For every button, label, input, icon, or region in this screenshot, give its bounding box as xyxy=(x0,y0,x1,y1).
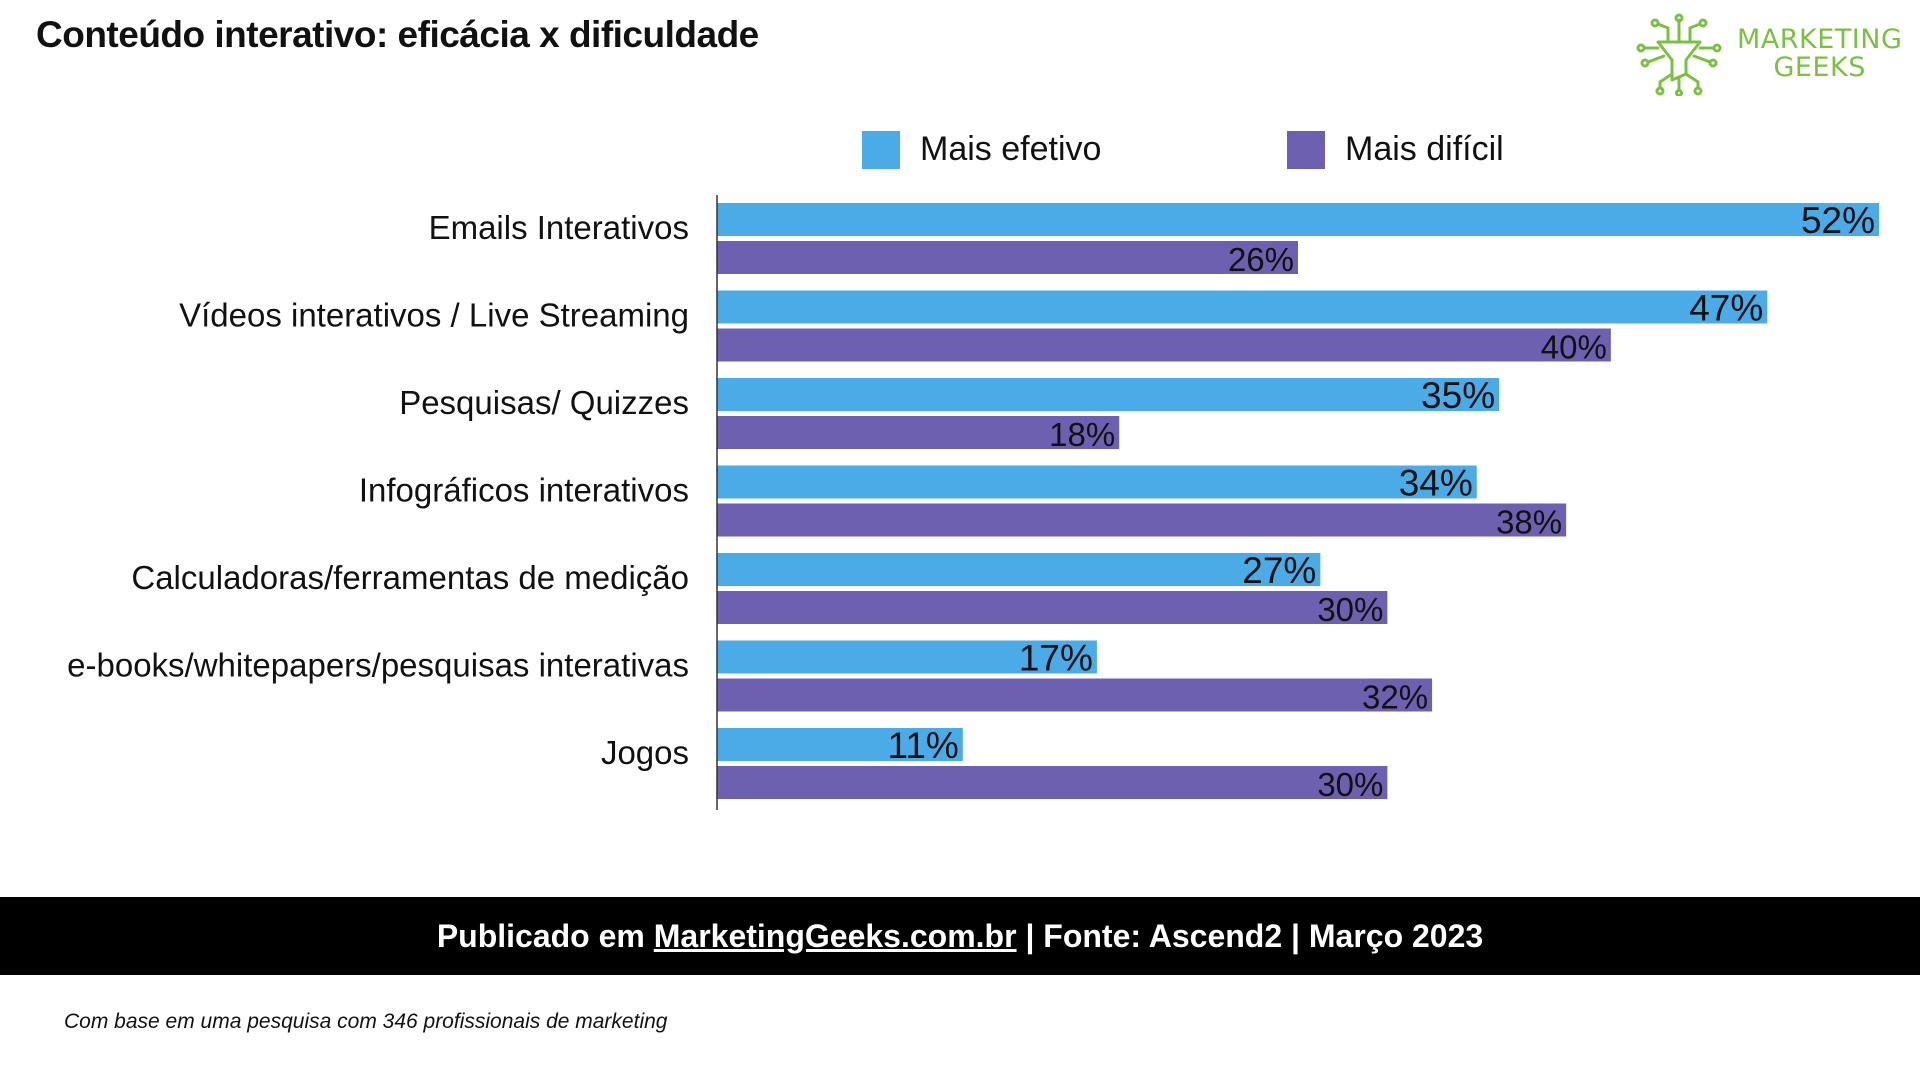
data-label-difficult: 32% xyxy=(1362,679,1428,716)
bar-effective xyxy=(717,203,1879,236)
logo-line-1: MARKETING xyxy=(1737,24,1903,55)
bar-chart: Emails Interativos 52% 26% Vídeos interativ… xyxy=(67,195,1879,810)
data-label-effective: 11% xyxy=(887,725,958,766)
data-label-effective: 17% xyxy=(1019,638,1093,679)
chart-title: Conteúdo interativo: eficácia x dificuld… xyxy=(36,14,759,55)
legend-item-effective: Mais efetivo xyxy=(862,130,1101,169)
category-label: Vídeos interativos / Live Streaming xyxy=(179,297,689,334)
bar-difficult xyxy=(717,328,1611,362)
data-label-difficult: 26% xyxy=(1228,241,1294,278)
data-label-effective: 35% xyxy=(1421,375,1495,416)
category-label: Infográficos interativos xyxy=(359,472,689,509)
bar-difficult xyxy=(717,241,1298,274)
bar-effective xyxy=(717,553,1321,586)
legend-swatch-difficult xyxy=(1287,130,1325,169)
data-label-difficult: 30% xyxy=(1317,591,1383,628)
logo-line-2: GEEKS xyxy=(1773,52,1866,83)
category-label: Emails Interativos xyxy=(429,209,689,246)
category-label: Calculadoras/ferramentas de medição xyxy=(131,559,689,596)
funnel-circuit-icon xyxy=(1636,13,1722,96)
bar-effective xyxy=(717,728,963,761)
category-label: Pesquisas/ Quizzes xyxy=(399,384,689,421)
footer-bar: Publicado em MarketingGeeks.com.br | Fon… xyxy=(0,897,1920,975)
bar-effective xyxy=(717,465,1477,499)
logo-text: MARKETING GEEKS xyxy=(1737,26,1902,82)
bar-difficult xyxy=(717,416,1120,449)
survey-note: Com base em uma pesquisa com 346 profiss… xyxy=(64,1010,668,1033)
category-label: e-books/whitepapers/pesquisas interativa… xyxy=(67,647,689,684)
category-label: Jogos xyxy=(601,734,689,771)
bar-effective xyxy=(717,378,1500,411)
legend-label-difficult: Mais difícil xyxy=(1345,130,1504,168)
chart-legend: Mais efetivo Mais difícil xyxy=(0,126,1920,176)
footer-prefix: Publicado em xyxy=(436,917,654,954)
data-label-effective: 47% xyxy=(1689,288,1763,329)
legend-item-difficult: Mais difícil xyxy=(1287,130,1504,169)
bar-difficult xyxy=(717,591,1388,624)
data-label-effective: 27% xyxy=(1242,550,1316,591)
bar-difficult xyxy=(717,503,1567,537)
legend-swatch-effective xyxy=(862,130,900,169)
bar-effective xyxy=(717,640,1097,674)
footer-suffix: | Fonte: Ascend2 | Março 2023 xyxy=(1016,917,1484,954)
data-label-difficult: 40% xyxy=(1541,329,1607,366)
bar-difficult xyxy=(717,766,1388,799)
footer-site-link[interactable]: MarketingGeeks.com.br xyxy=(653,917,1017,954)
data-label-difficult: 30% xyxy=(1317,766,1383,803)
data-label-effective: 52% xyxy=(1801,200,1875,241)
data-label-difficult: 18% xyxy=(1049,416,1115,453)
bar-effective xyxy=(717,290,1768,324)
bar-difficult xyxy=(717,678,1433,712)
marketing-geeks-logo[interactable]: MARKETING GEEKS xyxy=(1634,12,1904,96)
data-label-effective: 34% xyxy=(1399,463,1473,504)
legend-label-effective: Mais efetivo xyxy=(920,130,1102,168)
data-label-difficult: 38% xyxy=(1496,504,1562,541)
